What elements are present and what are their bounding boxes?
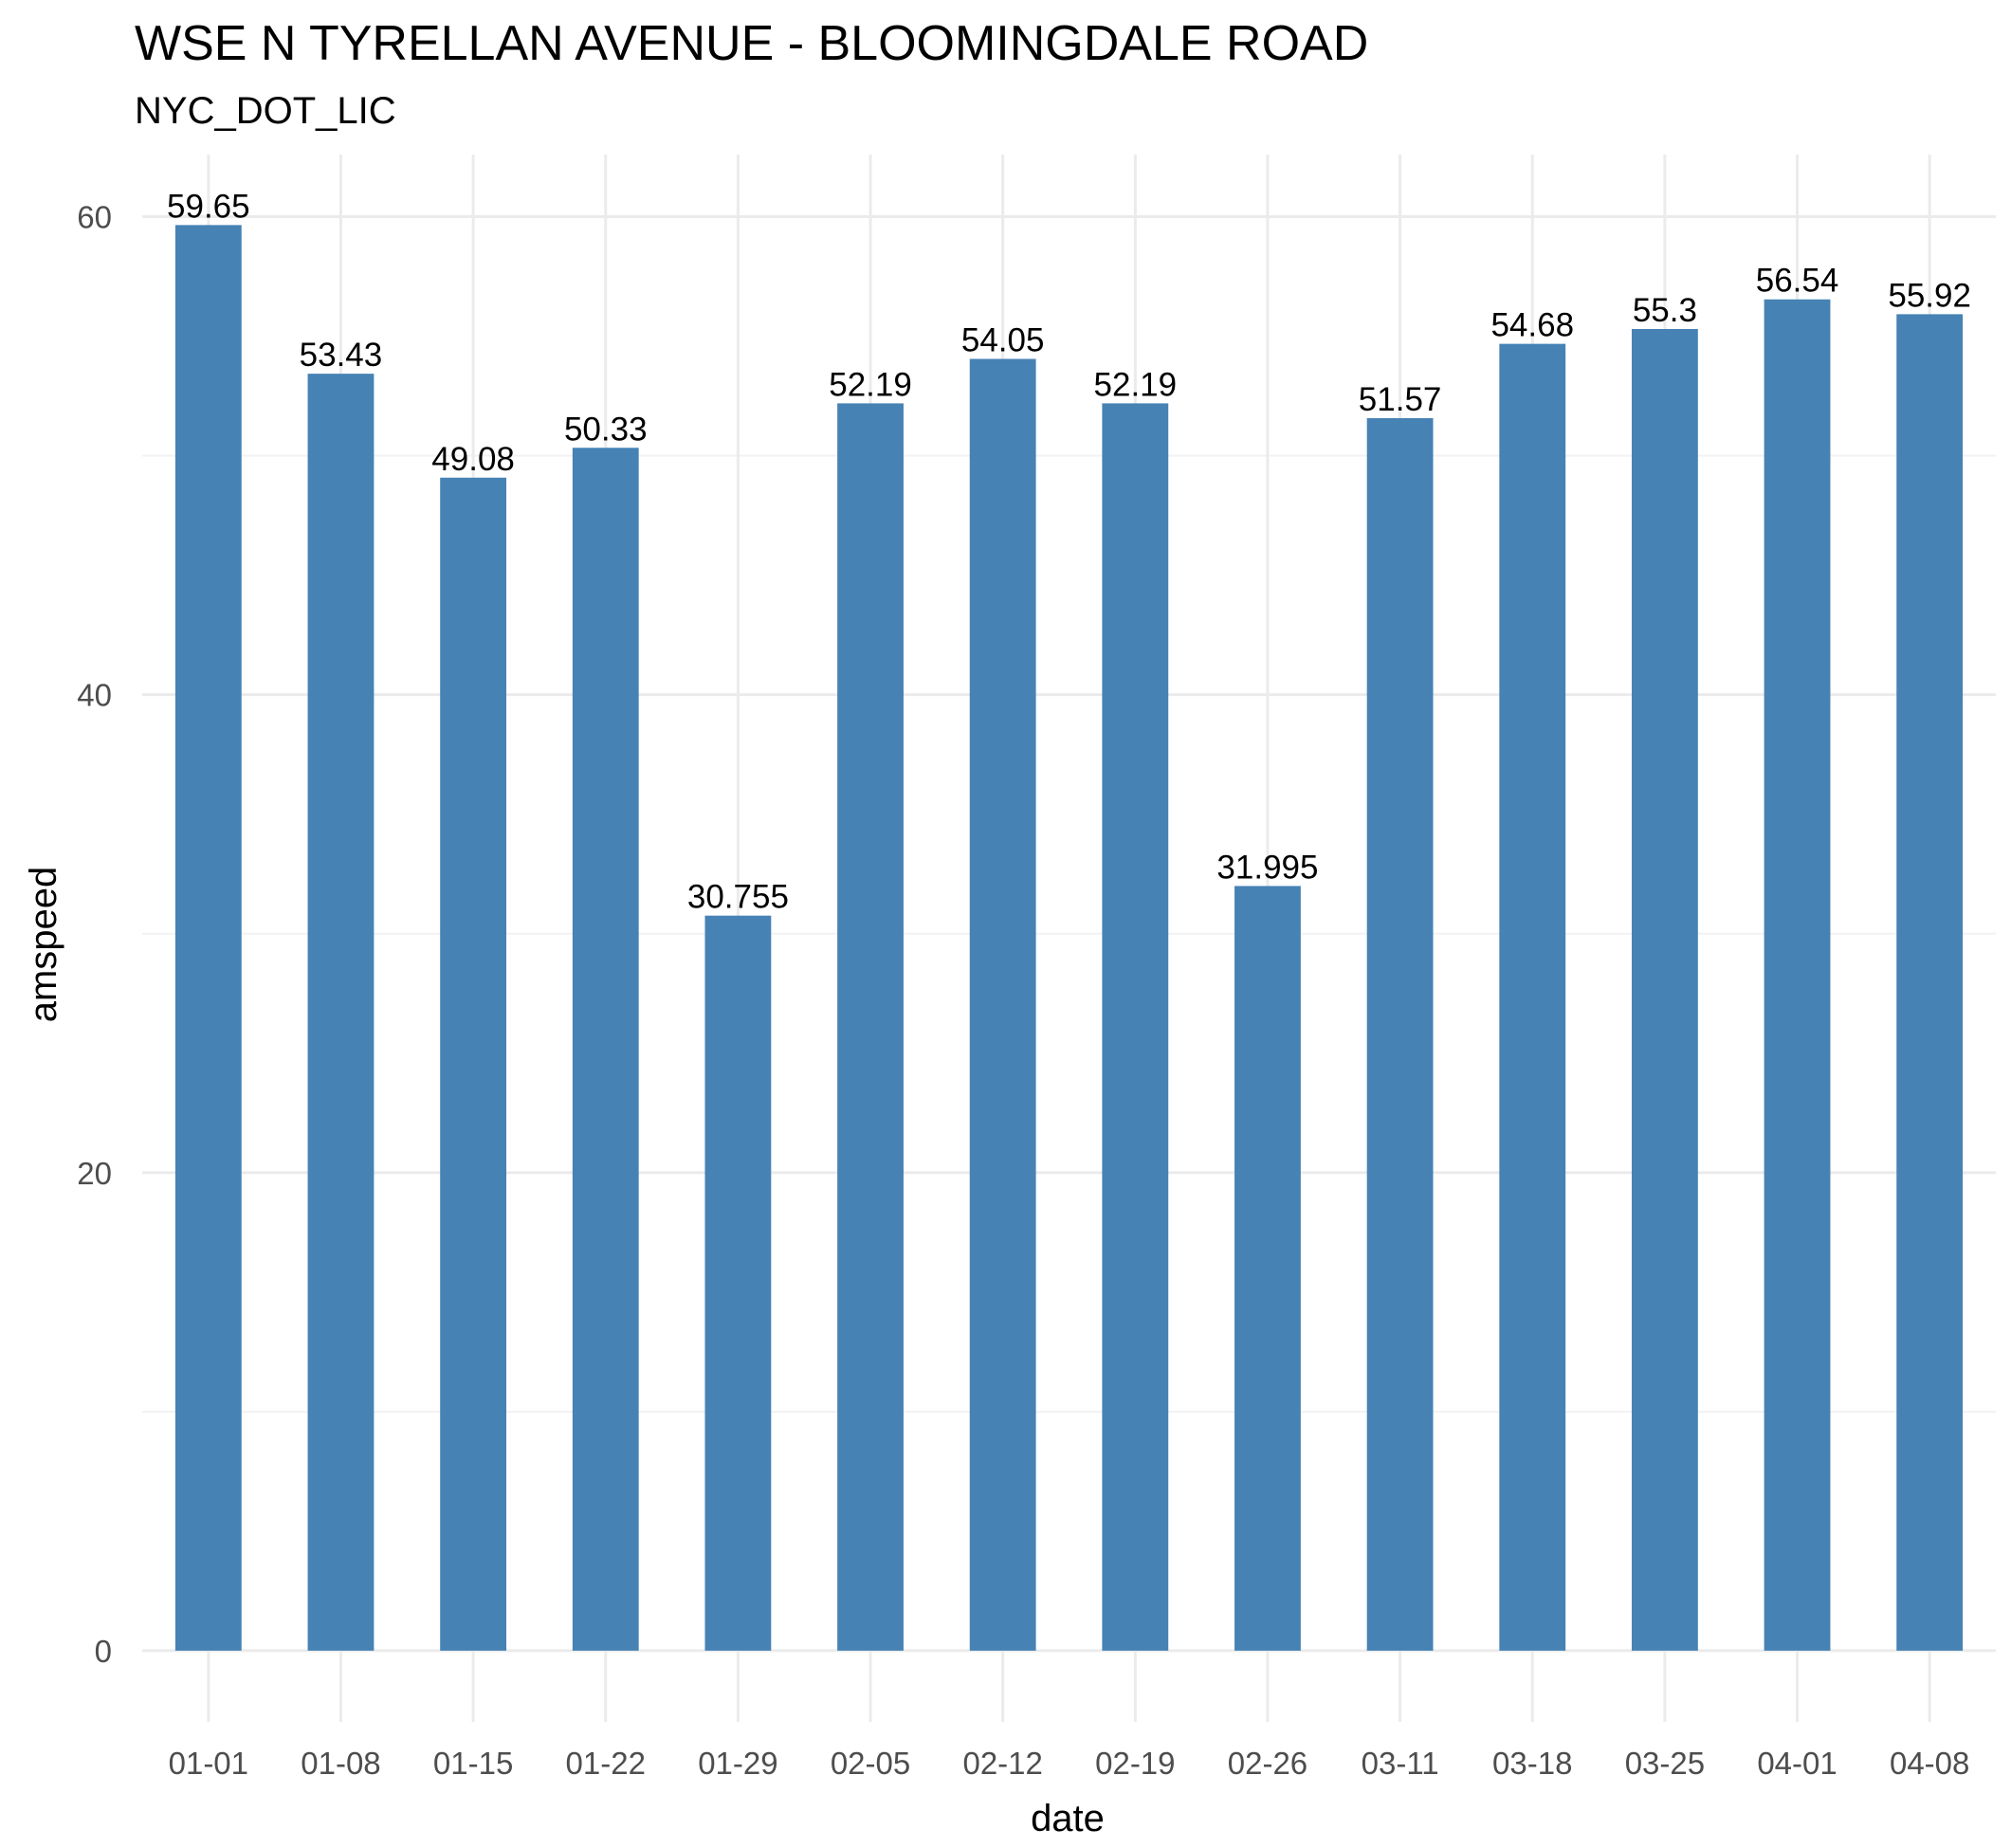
x-tick-label: 02-26 — [1228, 1746, 1307, 1781]
bar — [1499, 343, 1566, 1651]
x-axis-title: date — [1031, 1798, 1105, 1839]
bar — [440, 477, 507, 1651]
x-tick-label: 04-01 — [1757, 1746, 1837, 1781]
data-label: 55.3 — [1633, 292, 1697, 329]
data-label: 31.995 — [1216, 849, 1318, 886]
data-label: 50.33 — [564, 411, 648, 448]
bar — [174, 225, 242, 1651]
bar — [1764, 299, 1831, 1651]
bar — [969, 358, 1036, 1651]
x-tick-label: 01-08 — [301, 1746, 380, 1781]
data-label: 52.19 — [1094, 366, 1178, 403]
x-axis-ticks: 01-01 01-08 01-15 01-22 01-29 02-05 02-12 02-19… — [169, 1746, 1970, 1781]
x-tick-label: 01-22 — [566, 1746, 646, 1781]
y-axis-title: amspeed — [23, 867, 64, 1023]
data-label: 30.755 — [687, 879, 789, 916]
x-tick-label: 01-01 — [169, 1746, 248, 1781]
data-label: 55.92 — [1888, 277, 1971, 314]
x-tick-label: 03-25 — [1625, 1746, 1705, 1781]
x-tick-label: 02-05 — [831, 1746, 910, 1781]
chart-subtitle: NYC_DOT_LIC — [135, 90, 396, 132]
bar — [572, 448, 639, 1651]
bar — [1631, 329, 1698, 1651]
y-tick-label: 60 — [77, 200, 112, 235]
x-tick-label: 02-12 — [962, 1746, 1042, 1781]
bar — [704, 915, 772, 1651]
y-tick-label: 0 — [95, 1634, 112, 1669]
bar — [1234, 886, 1301, 1651]
data-label: 51.57 — [1359, 381, 1442, 418]
data-label: 56.54 — [1756, 263, 1839, 300]
data-label: 53.43 — [300, 337, 383, 374]
data-labels: 59.65 53.43 49.08 50.33 30.755 52.19 54.05 52.1… — [167, 188, 1971, 915]
bar — [1102, 403, 1169, 1651]
y-tick-label: 20 — [77, 1156, 112, 1191]
y-axis-ticks: 0 20 40 60 — [77, 200, 112, 1669]
grid — [142, 155, 1996, 1722]
bar — [1366, 418, 1434, 1651]
bar — [1896, 314, 1964, 1651]
data-label: 54.68 — [1490, 307, 1574, 344]
data-label: 52.19 — [829, 366, 912, 403]
x-tick-label: 01-29 — [698, 1746, 777, 1781]
bars — [174, 225, 1964, 1651]
bar — [837, 403, 904, 1651]
y-tick-label: 40 — [77, 678, 112, 713]
data-label: 54.05 — [961, 322, 1045, 359]
x-tick-label: 03-11 — [1362, 1746, 1439, 1781]
data-label: 59.65 — [167, 188, 250, 225]
bar — [307, 374, 375, 1651]
x-tick-label: 02-19 — [1095, 1746, 1175, 1781]
x-tick-label: 04-08 — [1890, 1746, 1969, 1781]
data-label: 49.08 — [431, 441, 515, 478]
x-tick-label: 03-18 — [1492, 1746, 1572, 1781]
chart-title: WSE N TYRELLAN AVENUE - BLOOMINGDALE ROA… — [135, 16, 1368, 71]
x-tick-label: 01-15 — [433, 1746, 513, 1781]
